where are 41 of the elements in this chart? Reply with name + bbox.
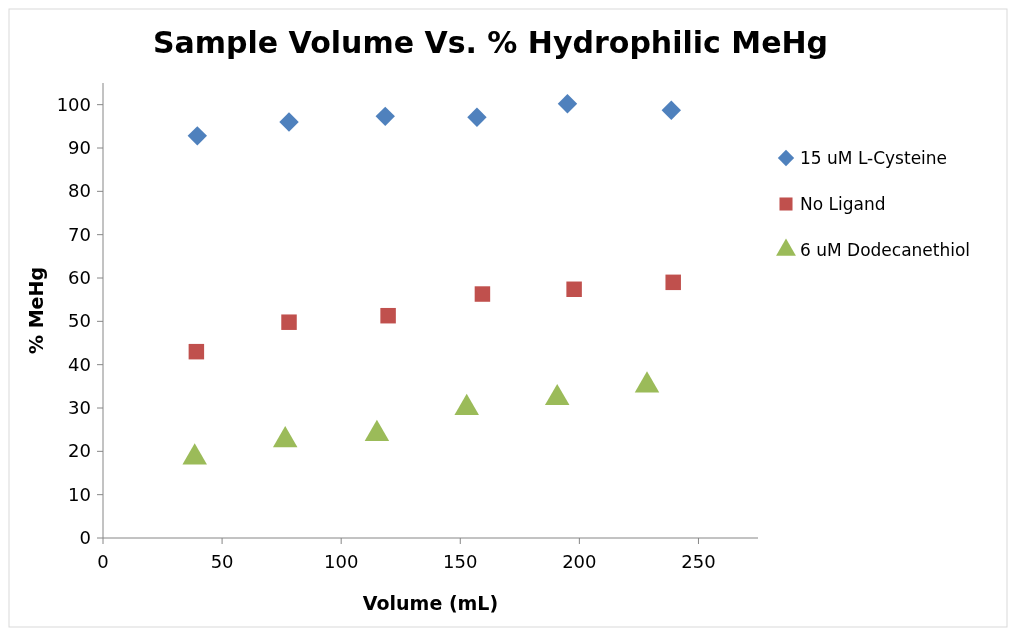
x-tick-label: 200: [562, 551, 597, 572]
point: [665, 274, 681, 291]
legend-label: No Ligand: [800, 194, 886, 214]
x-tick-label: 100: [324, 551, 359, 572]
y-tick-label: 60: [68, 267, 91, 288]
y-tick-label: 80: [68, 180, 91, 202]
point: [566, 281, 582, 298]
x-tick-label: 250: [681, 551, 716, 572]
x-tick-label: 0: [97, 551, 109, 572]
x-axis-title: Volume (mL): [362, 592, 499, 614]
y-tick-label: 100: [56, 93, 91, 115]
y-tick-label: 30: [68, 397, 91, 418]
x-tick-label: 150: [443, 551, 478, 572]
y-tick-label: 40: [68, 353, 91, 375]
legend-label: 6 uM Dodecanethiol: [800, 240, 971, 260]
y-axis-title: % MeHg: [25, 267, 47, 354]
point: [544, 383, 570, 406]
chart-title: Sample Volume Vs. % Hydrophilic MeHg: [152, 25, 829, 60]
y-tick-label: 10: [68, 483, 91, 505]
point: [188, 343, 205, 360]
point: [557, 94, 578, 114]
point: [279, 112, 299, 132]
y-tick-label: 70: [68, 223, 91, 245]
point: [454, 393, 479, 416]
point: [182, 443, 207, 465]
y-tick-label: 20: [68, 440, 91, 462]
y-tick-label: 0: [79, 527, 91, 548]
point: [375, 106, 395, 127]
point: [474, 286, 491, 302]
point: [364, 419, 390, 442]
y-tick-label: 90: [68, 137, 91, 158]
point: [281, 314, 297, 330]
point: [187, 126, 208, 146]
legend-label: 15 uM L-Cysteine: [800, 148, 948, 168]
point: [380, 307, 396, 324]
point: [634, 371, 660, 393]
y-tick-label: 50: [68, 310, 91, 332]
point: [661, 100, 681, 120]
point: [467, 107, 487, 127]
point: [272, 425, 298, 448]
x-tick-label: 50: [210, 551, 234, 572]
